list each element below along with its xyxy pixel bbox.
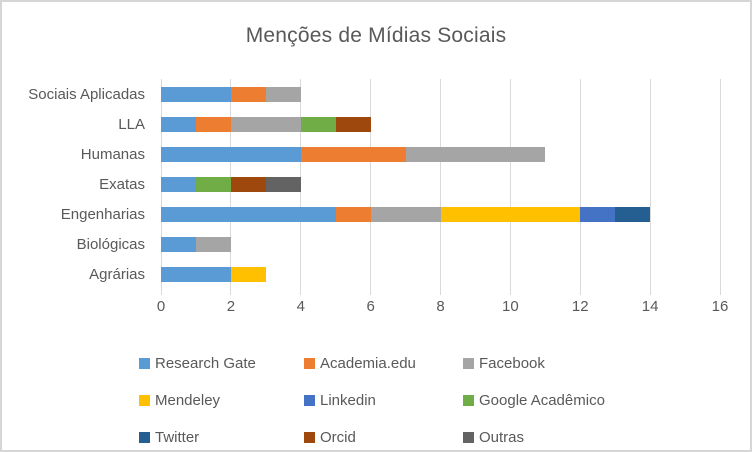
bar-segment <box>580 207 616 223</box>
x-axis-tick-label: 10 <box>502 298 519 315</box>
legend-label: Linkedin <box>320 392 376 409</box>
legend-label: Twitter <box>155 429 200 446</box>
legend-item: Orcid <box>304 429 463 446</box>
gridline <box>719 79 721 295</box>
legend-item: Google Acadêmico <box>463 392 703 409</box>
legend-label: Academia.edu <box>320 355 416 372</box>
legend-swatch-icon <box>304 395 315 406</box>
bar-segment <box>161 116 196 132</box>
plot-area <box>160 79 721 295</box>
bar-row <box>161 177 720 192</box>
bar-segment <box>615 207 651 223</box>
category-label: LLA <box>118 115 145 133</box>
x-axis-tick-label: 6 <box>366 298 375 315</box>
bar-segment <box>335 207 371 223</box>
bar-segment <box>335 116 371 132</box>
legend-label: Outras <box>479 429 525 446</box>
legend-item: Linkedin <box>304 392 463 409</box>
category-axis: Sociais Aplicadas LLA Humanas Exatas Engenha… <box>2 79 153 290</box>
bar-segment <box>161 86 231 102</box>
legend-swatch-icon <box>463 432 474 443</box>
bar-row <box>161 146 720 162</box>
bar-row <box>161 267 720 283</box>
legend-item: Mendeley <box>139 392 304 409</box>
bar-segment <box>230 177 266 192</box>
legend-swatch-icon <box>139 358 150 369</box>
x-axis-tick-label: 14 <box>641 298 659 315</box>
bar-segment <box>440 207 581 223</box>
bar-segment <box>161 237 196 253</box>
legend-item: Twitter <box>139 429 304 446</box>
legend-item: Facebook <box>463 355 703 372</box>
bar-row <box>161 86 720 102</box>
bar-segment <box>230 267 266 283</box>
bar-segment <box>300 146 406 162</box>
legend-label: Mendeley <box>155 392 221 409</box>
gridline <box>440 79 441 295</box>
bar-segment <box>265 177 301 192</box>
category-label: Sociais Aplicadas <box>28 85 145 103</box>
legend-label: Research Gate <box>155 355 256 372</box>
legend-label: Google Acadêmico <box>479 392 605 409</box>
gridline <box>300 79 302 295</box>
x-axis-tick-label: 0 <box>156 298 166 315</box>
bar-segment <box>370 207 441 223</box>
bar-row <box>161 237 720 253</box>
bar-segment <box>195 116 231 132</box>
gridline <box>509 79 511 295</box>
x-axis-tick-label: 4 <box>296 298 305 315</box>
chart-title: Menções de Mídias Sociais <box>245 24 507 47</box>
gridline <box>370 79 372 295</box>
category-label: Agrárias <box>89 266 145 284</box>
legend-label: Facebook <box>479 355 545 372</box>
category-label: Biológicas <box>76 236 145 254</box>
legend-item: Research Gate <box>139 355 304 372</box>
legend-swatch-icon <box>463 395 474 406</box>
bar-segment <box>161 177 196 192</box>
legend-swatch-icon <box>139 395 150 406</box>
legend-swatch-icon <box>463 358 474 369</box>
x-axis-tick-label: 16 <box>711 298 729 315</box>
legend-swatch-icon <box>139 432 150 443</box>
x-axis-tick-label: 2 <box>226 298 236 315</box>
legend-item: Outras <box>463 429 703 446</box>
bar-segment <box>230 116 301 132</box>
gridline <box>649 79 651 295</box>
bar-row <box>161 207 720 223</box>
category-label: Exatas <box>99 175 145 193</box>
x-axis-tick-label: 8 <box>436 298 445 315</box>
legend-item: Academia.edu <box>304 355 463 372</box>
category-label: Engenharias <box>60 206 145 224</box>
legend-swatch-icon <box>304 358 315 369</box>
gridline <box>579 79 581 295</box>
bar-segment <box>300 116 336 132</box>
bar-row <box>161 116 720 132</box>
x-axis-tick-label: 12 <box>571 298 589 315</box>
bar-segment <box>265 86 301 102</box>
bar-segment <box>161 146 301 162</box>
bar-segment <box>195 237 231 253</box>
bar-segment <box>230 86 266 102</box>
bar-segment <box>161 267 231 283</box>
bar-segment <box>405 146 546 162</box>
legend-label: Orcid <box>320 429 356 446</box>
bar-segment <box>195 177 231 192</box>
category-label: Humanas <box>80 145 145 163</box>
legend: Research Gate Academia.edu Facebook Mendele… <box>139 345 703 450</box>
legend-swatch-icon <box>304 432 315 443</box>
bar-segment <box>161 207 336 223</box>
